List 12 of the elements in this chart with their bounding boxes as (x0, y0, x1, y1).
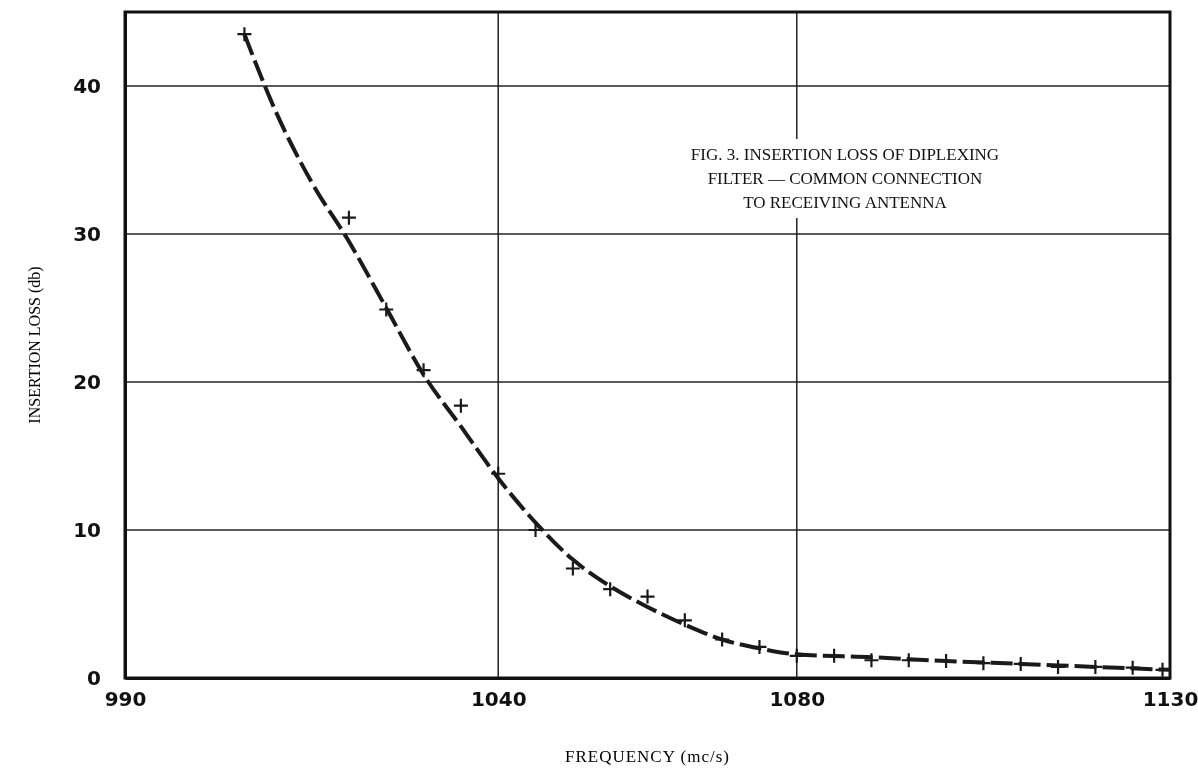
y-tick-label: 40 (73, 73, 101, 98)
y-tick-label: 20 (73, 369, 101, 394)
y-tick-label: 10 (73, 517, 101, 542)
x-tick-label: 1080 (769, 687, 826, 712)
x-tick-label: 1040 (470, 687, 527, 712)
y-tick-label: 0 (87, 665, 101, 690)
x-tick-label: 990 (104, 687, 147, 712)
y-tick-label: 30 (73, 221, 101, 246)
x-axis-title: FREQUENCY (mc/s) (564, 747, 731, 766)
text: FIG. 3. INSERTION LOSS OF DIPLEXING FILTER — COMMON CONNECTION TO RECEIVING ANTENNA (690, 145, 1000, 212)
y-axis-title: INSERTION LOSS (db) (26, 266, 44, 424)
x-tick-label: 1130 (1142, 687, 1198, 712)
